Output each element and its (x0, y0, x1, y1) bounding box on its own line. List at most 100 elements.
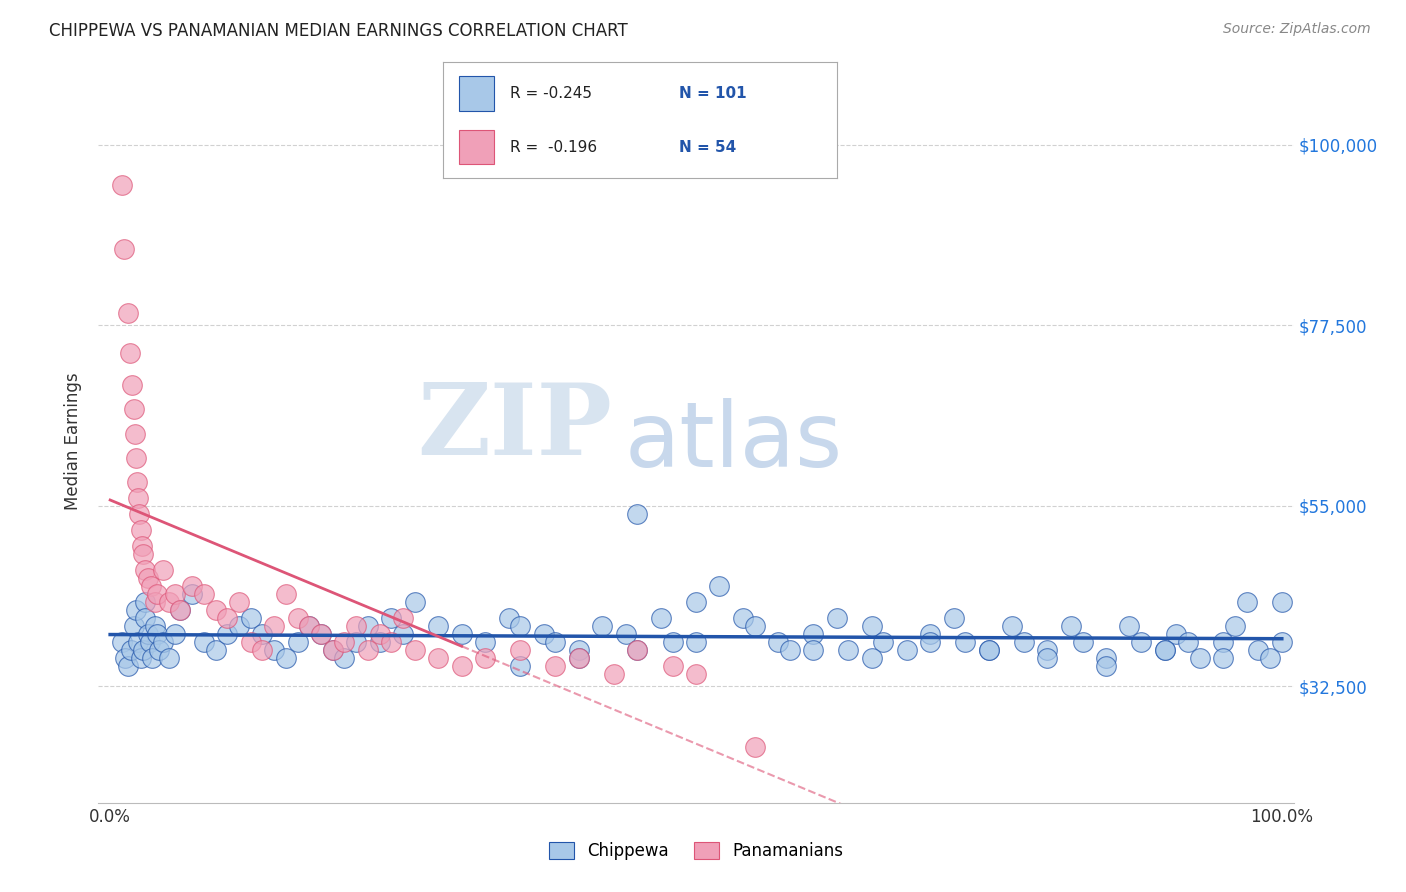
Legend: Chippewa, Panamanians: Chippewa, Panamanians (543, 835, 849, 867)
Point (111, 178, 134, 192)
Point (661, 635, 683, 649)
Text: R = -0.245: R = -0.245 (510, 87, 592, 102)
Point (685, 635, 707, 649)
Point (333, 651, 356, 665)
Point (181, 579, 204, 593)
Point (685, 667, 707, 681)
Point (568, 643, 591, 657)
Point (509, 619, 531, 633)
Point (392, 611, 415, 625)
Point (544, 659, 567, 673)
Point (860, 619, 883, 633)
Point (124, 426, 146, 441)
Point (392, 627, 415, 641)
Point (134, 563, 156, 577)
Point (114, 651, 136, 665)
Point (217, 611, 239, 625)
Point (132, 547, 155, 561)
Text: N = 101: N = 101 (679, 87, 747, 102)
Point (825, 611, 848, 625)
Point (117, 306, 139, 320)
Point (357, 619, 380, 633)
Point (322, 643, 344, 657)
Point (955, 635, 977, 649)
Point (1212, 635, 1234, 649)
Point (744, 739, 766, 754)
Point (139, 635, 162, 649)
Point (427, 651, 450, 665)
Point (239, 635, 262, 649)
Point (837, 643, 859, 657)
Point (157, 651, 180, 665)
Point (766, 635, 789, 649)
Point (509, 643, 531, 657)
Point (298, 619, 321, 633)
Point (404, 643, 426, 657)
Point (801, 643, 824, 657)
Point (1095, 651, 1118, 665)
Point (474, 635, 496, 649)
Point (143, 619, 166, 633)
Point (169, 603, 191, 617)
Point (801, 627, 824, 641)
Point (450, 659, 472, 673)
Point (128, 507, 150, 521)
Point (181, 587, 204, 601)
Point (380, 635, 402, 649)
Point (731, 611, 754, 625)
Point (1212, 651, 1234, 665)
Point (131, 539, 153, 553)
Point (136, 627, 159, 641)
Point (1130, 635, 1153, 649)
Point (1247, 643, 1270, 657)
Text: ZIP: ZIP (418, 378, 613, 475)
Point (368, 635, 391, 649)
Point (544, 635, 567, 649)
Point (287, 635, 309, 649)
FancyBboxPatch shape (458, 77, 494, 112)
Text: Source: ZipAtlas.com: Source: ZipAtlas.com (1223, 22, 1371, 37)
Point (127, 475, 149, 489)
Point (252, 627, 274, 641)
Point (274, 651, 297, 665)
Point (626, 643, 648, 657)
Point (228, 595, 250, 609)
Point (169, 603, 191, 617)
Point (709, 579, 731, 593)
Point (533, 627, 555, 641)
Point (239, 611, 262, 625)
Point (204, 603, 226, 617)
Point (744, 619, 766, 633)
Point (146, 627, 169, 641)
Point (626, 507, 648, 521)
Point (263, 619, 285, 633)
Point (134, 595, 156, 609)
Point (309, 627, 332, 641)
Point (1012, 635, 1035, 649)
Point (685, 595, 707, 609)
Point (1036, 643, 1059, 657)
Point (309, 627, 332, 641)
Point (125, 603, 148, 617)
Point (626, 643, 648, 657)
Point (920, 627, 942, 641)
Point (1153, 643, 1175, 657)
Point (111, 635, 134, 649)
Point (474, 651, 496, 665)
Point (1060, 619, 1083, 633)
Point (872, 635, 894, 649)
Point (143, 595, 166, 609)
Point (650, 611, 672, 625)
Point (568, 651, 591, 665)
Point (661, 659, 683, 673)
Point (193, 587, 215, 601)
Point (134, 611, 156, 625)
Point (146, 587, 169, 601)
Text: N = 54: N = 54 (679, 139, 737, 154)
Point (136, 571, 159, 585)
Point (509, 659, 531, 673)
Point (1258, 651, 1281, 665)
Point (157, 595, 180, 609)
Point (117, 659, 139, 673)
Point (120, 643, 142, 657)
